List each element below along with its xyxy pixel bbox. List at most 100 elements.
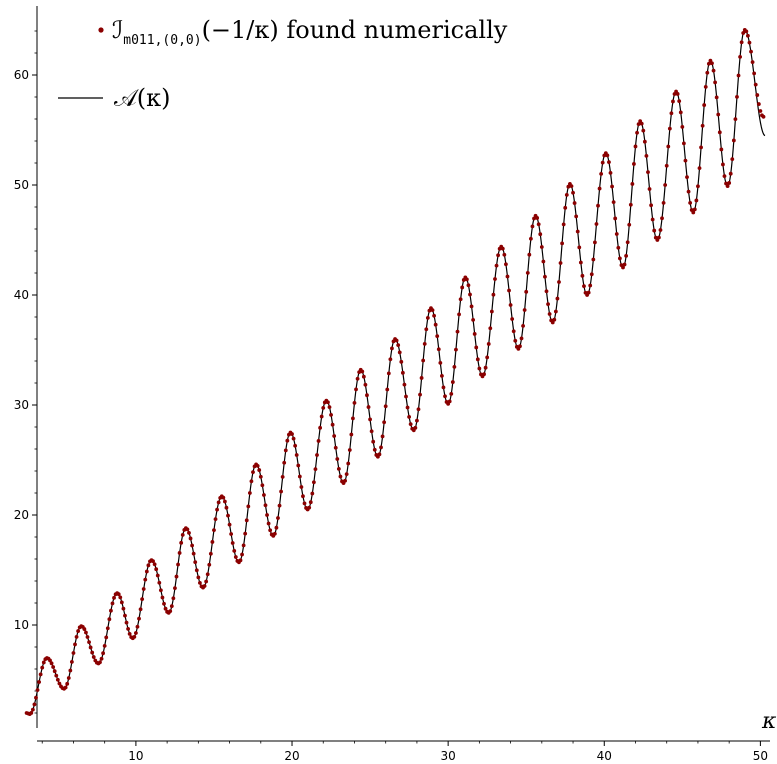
data-point: [649, 203, 653, 208]
data-point: [441, 385, 446, 390]
data-point: [368, 417, 372, 422]
data-point: [329, 412, 333, 417]
data-point: [361, 374, 366, 379]
data-point: [703, 85, 708, 89]
data-point: [274, 525, 279, 530]
data-point: [667, 126, 672, 131]
data-point: [84, 630, 88, 635]
data-point: [460, 285, 465, 290]
data-point: [205, 572, 210, 577]
data-point: [238, 558, 243, 563]
data-point: [435, 334, 440, 339]
data-point: [658, 228, 663, 232]
legend-points-main: ℐ: [112, 16, 123, 44]
data-point: [741, 31, 746, 35]
data-point: [63, 685, 68, 690]
data-point: [404, 394, 408, 399]
data-point: [493, 277, 497, 281]
data-point: [761, 114, 766, 119]
data-point: [213, 517, 218, 522]
data-point: [607, 160, 611, 165]
data-point: [283, 448, 288, 453]
data-point: [37, 680, 41, 684]
data-point: [577, 245, 582, 250]
data-point: [591, 257, 596, 262]
data-point: [268, 528, 273, 533]
data-point: [692, 207, 697, 212]
data-point: [294, 453, 299, 457]
data-point: [539, 245, 544, 249]
data-point: [510, 317, 515, 321]
data-point: [52, 669, 57, 674]
legend-points-subscript: m011,(0,0): [123, 33, 201, 48]
data-point: [717, 130, 722, 135]
data-point: [316, 439, 321, 443]
data-point: [212, 528, 216, 533]
data-point: [504, 262, 508, 267]
data-point: [169, 604, 174, 609]
data-point: [155, 573, 160, 578]
data-point: [582, 284, 586, 289]
data-point: [538, 232, 543, 237]
data-point: [685, 175, 689, 180]
data-point: [736, 73, 741, 78]
data-point: [641, 128, 646, 133]
data-point: [222, 499, 227, 504]
data-point: [372, 447, 377, 452]
data-point: [466, 283, 471, 288]
data-point: [524, 289, 529, 294]
data-point: [621, 265, 625, 270]
data-point: [326, 400, 330, 405]
data-point: [625, 240, 630, 245]
y-tick-label-40: 40: [14, 288, 29, 302]
data-point: [447, 399, 452, 404]
data-point: [216, 500, 221, 505]
data-point: [315, 453, 319, 457]
data-point: [112, 595, 116, 600]
legend-marker-points: [98, 27, 104, 33]
model-curve-line: [26, 29, 766, 715]
data-point: [99, 656, 104, 661]
data-point: [265, 513, 269, 517]
data-point: [68, 668, 73, 673]
data-point: [474, 345, 479, 350]
data-point: [144, 569, 149, 574]
data-point: [344, 472, 349, 477]
data-point: [101, 651, 106, 656]
data-point: [739, 40, 744, 45]
data-point: [519, 336, 524, 341]
data-point: [415, 418, 419, 423]
data-point: [730, 157, 735, 162]
data-point: [488, 326, 493, 331]
data-point: [624, 253, 629, 258]
axes: 10 20 30 40 50 10 20 30 40 50 60: [14, 6, 770, 763]
data-point: [440, 374, 444, 378]
data-point: [686, 189, 691, 194]
data-point: [482, 372, 486, 377]
data-point: [425, 315, 430, 320]
data-point: [318, 425, 323, 430]
data-point: [647, 187, 652, 191]
data-point: [137, 616, 141, 621]
data-point: [102, 644, 107, 648]
data-point: [574, 214, 579, 219]
data-point: [135, 624, 140, 629]
data-point: [400, 370, 405, 375]
data-point: [550, 320, 555, 325]
data-point: [193, 560, 198, 565]
data-point: [246, 504, 251, 509]
data-point: [661, 200, 666, 205]
data-point: [508, 303, 513, 307]
data-point: [666, 144, 671, 149]
data-point: [681, 141, 686, 146]
data-point: [611, 200, 616, 205]
data-point: [377, 452, 382, 457]
data-point: [572, 201, 577, 205]
data-point: [204, 579, 209, 584]
data-point: [196, 575, 201, 580]
data-point: [468, 292, 472, 297]
data-point: [580, 273, 585, 278]
data-point: [65, 681, 70, 686]
data-point: [327, 405, 332, 410]
